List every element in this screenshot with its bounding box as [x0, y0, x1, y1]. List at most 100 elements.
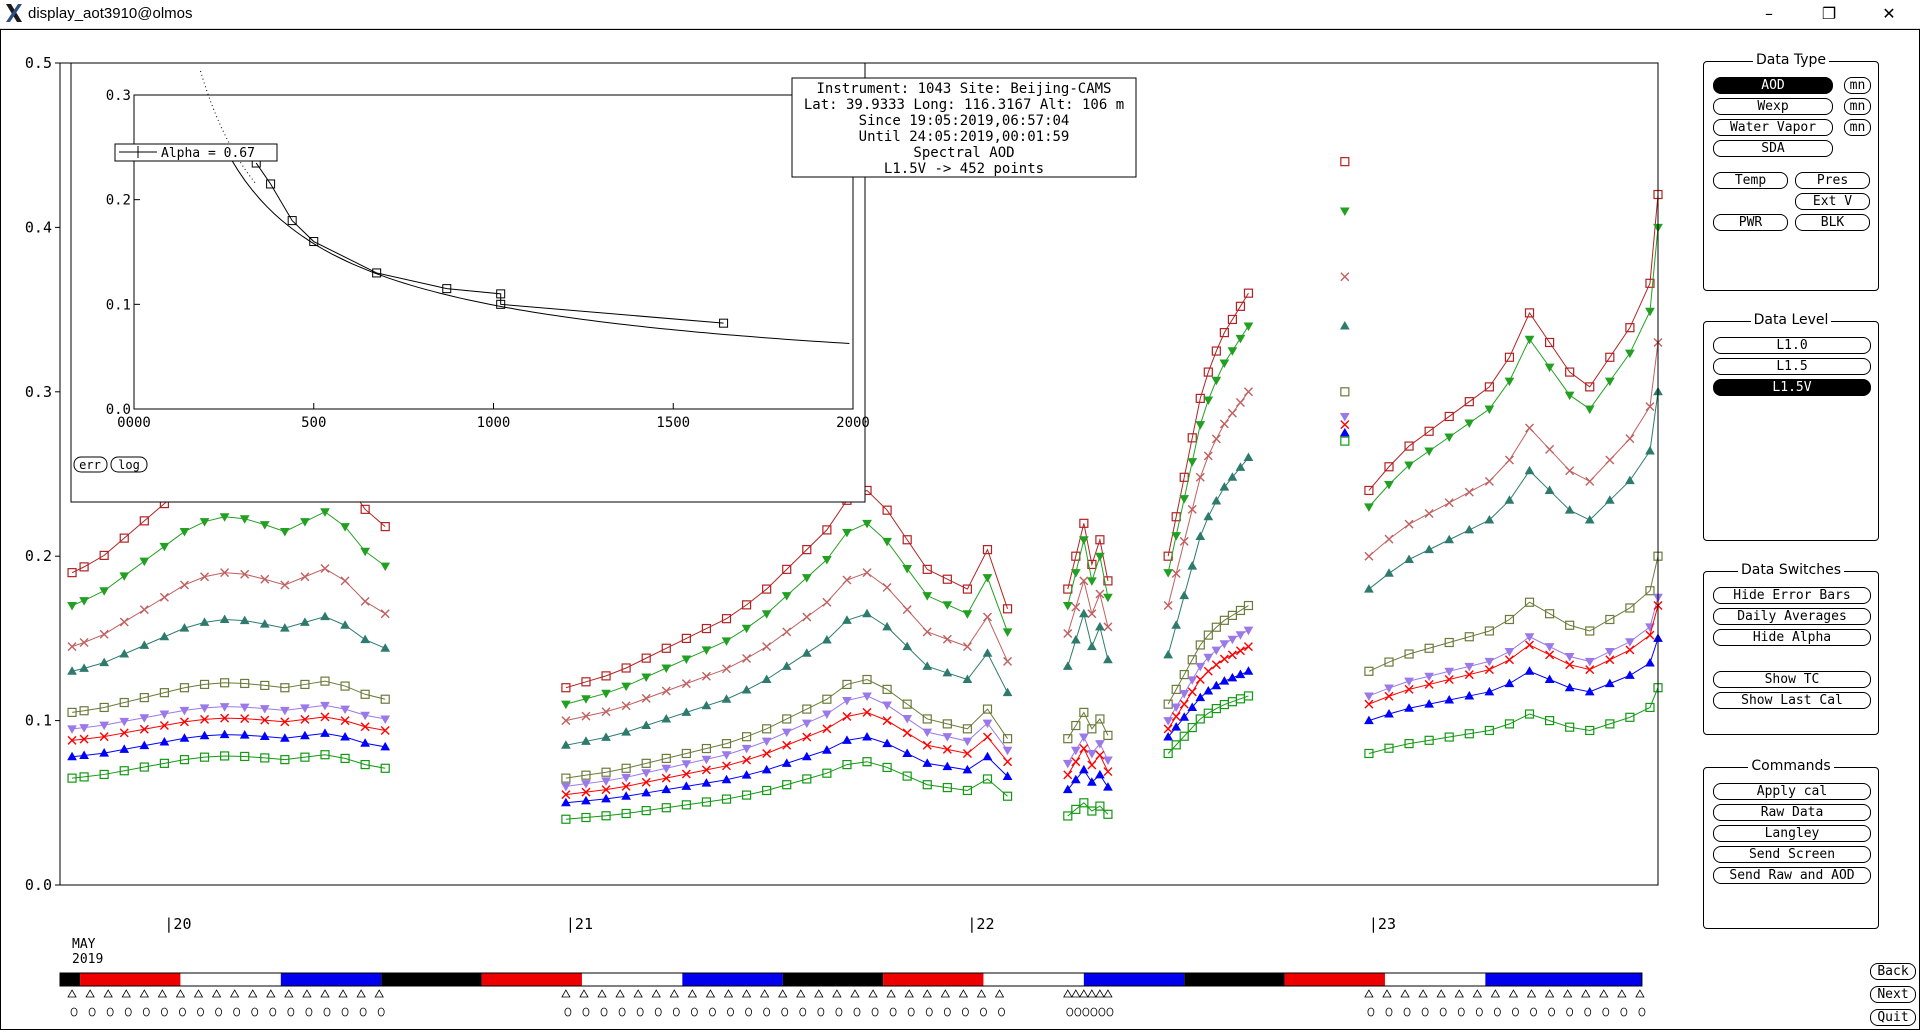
data-point — [320, 701, 330, 711]
raw-data-button[interactable]: Raw Data — [1713, 804, 1871, 821]
data-point — [1079, 576, 1089, 586]
aod-mn-button[interactable]: mn — [1844, 77, 1871, 94]
data-point — [782, 780, 792, 790]
blk-button[interactable]: BLK — [1795, 214, 1870, 231]
show-last-cal-button[interactable]: Show Last Cal — [1713, 692, 1871, 709]
data-point — [882, 537, 892, 547]
data-point — [340, 753, 350, 764]
data-point — [320, 712, 330, 722]
show-tc-button[interactable]: Show TC — [1713, 671, 1871, 688]
log-button[interactable] — [110, 456, 148, 473]
minimize-icon[interactable]: – — [1765, 4, 1773, 23]
sun-marker-drop — [980, 1007, 987, 1017]
sda-button[interactable]: SDA — [1713, 140, 1833, 157]
data-point — [1179, 495, 1190, 504]
data-point — [360, 759, 370, 770]
app-window: 0.0 0.1 0.2 0.3 0.4 0.5 |20 |21 |22 |23 MAY 2019… — [0, 29, 1920, 1030]
data-point — [681, 781, 692, 790]
data-point — [1340, 272, 1350, 282]
data-point — [1187, 687, 1197, 697]
data-point — [259, 731, 270, 741]
water-vapor-mn-button[interactable]: mn — [1844, 119, 1871, 136]
data-point — [1079, 744, 1089, 754]
data-point — [782, 714, 792, 724]
data-point — [621, 791, 631, 800]
data-point — [621, 663, 631, 673]
data-point — [1002, 746, 1013, 756]
hide-alpha-button[interactable]: Hide Alpha — [1713, 629, 1871, 646]
wexp-button[interactable]: Wexp — [1713, 98, 1833, 115]
data-point — [1187, 702, 1198, 711]
pres-button[interactable]: Pres — [1795, 172, 1870, 189]
err-button[interactable] — [73, 456, 108, 473]
series-line — [565, 695, 1008, 787]
data-point — [1063, 811, 1073, 821]
data-point — [1179, 590, 1190, 600]
data-point — [1545, 444, 1555, 454]
sun-marker-drop — [745, 1007, 752, 1017]
data-point — [701, 755, 712, 765]
data-point — [1070, 569, 1081, 578]
apply-cal-button[interactable]: Apply cal — [1713, 783, 1871, 800]
data-point — [1564, 505, 1575, 514]
data-point — [1585, 476, 1595, 486]
data-point — [601, 785, 611, 795]
next-button[interactable]: Next — [1870, 986, 1916, 1003]
data-point — [1163, 748, 1173, 759]
data-point — [942, 667, 953, 677]
data-point — [199, 518, 210, 527]
pwr-button[interactable]: PWR — [1713, 214, 1788, 231]
send-screen-button[interactable]: Send Screen — [1713, 846, 1871, 863]
langley-button[interactable]: Langley — [1713, 825, 1871, 842]
data-point — [1195, 393, 1205, 403]
water-vapor-button[interactable]: Water Vapor — [1713, 119, 1833, 136]
data-point — [701, 646, 712, 655]
data-point — [1545, 650, 1555, 660]
data-point — [581, 780, 591, 789]
data-point — [781, 728, 792, 738]
y-tick-label: 0.0 — [25, 876, 52, 894]
data-point — [239, 615, 250, 625]
quit-button[interactable]: Quit — [1870, 1009, 1916, 1026]
send-raw-aod-button[interactable]: Send Raw and AOD — [1713, 867, 1871, 884]
x-tick-label: |20 — [164, 915, 191, 933]
sun-marker-drop — [1620, 1007, 1628, 1017]
level-l15-button[interactable]: L1.5 — [1713, 358, 1871, 375]
data-point — [741, 790, 752, 800]
data-point — [1504, 455, 1514, 465]
data-point — [300, 704, 310, 713]
sun-marker-up — [1508, 989, 1519, 998]
data-point — [380, 643, 391, 652]
level-l10-button[interactable]: L1.0 — [1713, 337, 1871, 354]
data-point — [1464, 397, 1474, 407]
back-button[interactable]: Back — [1870, 963, 1916, 980]
data-point — [762, 724, 772, 734]
data-point — [119, 766, 129, 776]
data-point — [962, 785, 973, 796]
data-point — [1544, 363, 1555, 373]
temp-button[interactable]: Temp — [1713, 172, 1788, 189]
data-point — [139, 516, 149, 526]
maximize-icon[interactable]: ❐ — [1821, 4, 1837, 23]
data-point — [1404, 739, 1414, 749]
hide-error-bars-button[interactable]: Hide Error Bars — [1713, 587, 1871, 604]
data-point — [1424, 699, 1435, 708]
level-l15v-button[interactable]: L1.5V — [1713, 379, 1871, 396]
data-point — [179, 755, 190, 765]
data-point — [1424, 672, 1435, 682]
data-point — [1219, 482, 1230, 491]
close-icon[interactable]: ✕ — [1882, 4, 1896, 23]
data-point — [67, 751, 77, 761]
sun-marker-up — [356, 989, 366, 998]
sun-marker-up — [759, 989, 770, 998]
sun-marker-drop — [799, 1007, 807, 1017]
daily-averages-button[interactable]: Daily Averages — [1713, 608, 1871, 625]
sun-marker-drop — [341, 1007, 349, 1017]
data-point — [340, 576, 350, 586]
aod-button[interactable]: AOD — [1713, 77, 1833, 94]
sun-marker-drop — [835, 1007, 843, 1017]
data-point — [1384, 709, 1394, 718]
ext-v-button[interactable]: Ext V — [1795, 193, 1870, 210]
wexp-mn-button[interactable]: mn — [1844, 98, 1871, 115]
data-point — [1195, 472, 1205, 482]
